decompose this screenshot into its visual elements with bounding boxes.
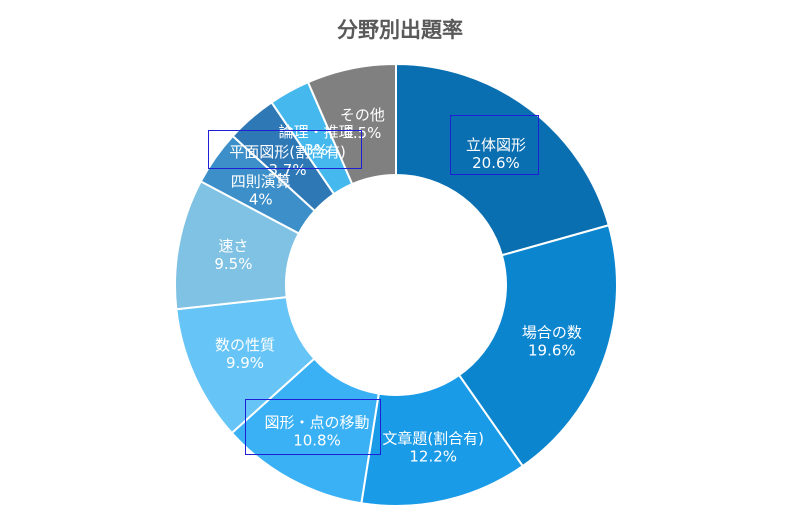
slice-category-label: 文章題(割合有): [382, 429, 484, 447]
slice-category-label: 論理・推理: [279, 123, 354, 141]
slice-category-label: その他: [340, 106, 385, 124]
slice-value-label: 4%: [249, 191, 273, 209]
slice-label: 数の性質 9.9%: [215, 336, 275, 372]
donut-slice: [457, 223, 618, 468]
slice-label: 速さ 9.5%: [214, 237, 252, 273]
chart-title: 分野別出題率: [337, 18, 463, 42]
donut-slice: [306, 62, 397, 186]
slice-category-label: 数の性質: [215, 336, 275, 354]
donut-labels: 立体図形 20.6% 場合の数 19.6% 文章題(割合有) 12.2% 図形・点の移動 10…: [214, 106, 581, 465]
slice-value-label: 3%: [304, 141, 328, 159]
slice-value-label: 12.2%: [409, 447, 457, 465]
highlight-box-heimen: [208, 130, 362, 169]
slice-category-label: 立体図形: [466, 136, 526, 154]
slice-value-label: 20.6%: [472, 154, 520, 172]
slice-value-label: 9.5%: [214, 255, 252, 273]
slice-label: その他 6.5%: [340, 106, 385, 142]
slice-category-label: 場合の数: [522, 324, 582, 342]
slice-value-label: 10.8%: [293, 431, 341, 449]
donut-slices: [174, 62, 618, 507]
slice-label: 場合の数 19.6%: [522, 324, 582, 360]
slice-value-label: 9.9%: [226, 354, 264, 372]
slice-value-label: 19.6%: [528, 342, 576, 360]
slice-label: 四則演算 4%: [231, 173, 291, 209]
slice-label: 論理・推理 3%: [279, 123, 354, 159]
slice-value-label: 6.5%: [343, 124, 381, 142]
highlight-box-rittai: [450, 115, 539, 175]
slice-label: 立体図形 20.6%: [466, 136, 526, 172]
slice-category-label: 四則演算: [231, 173, 291, 191]
slice-category-label: 図形・点の移動: [265, 413, 370, 431]
slice-label: 文章題(割合有) 12.2%: [382, 429, 484, 465]
slice-category-label: 平面図形(割合有): [229, 143, 346, 161]
highlight-box-zukei: [245, 399, 381, 455]
donut-slice: [395, 62, 610, 257]
slice-value-label: 3.7%: [268, 161, 306, 179]
slice-label: 平面図形(割合有) 3.7%: [229, 143, 346, 179]
slice-category-label: 速さ: [218, 237, 248, 255]
slice-label: 図形・点の移動 10.8%: [265, 413, 370, 449]
